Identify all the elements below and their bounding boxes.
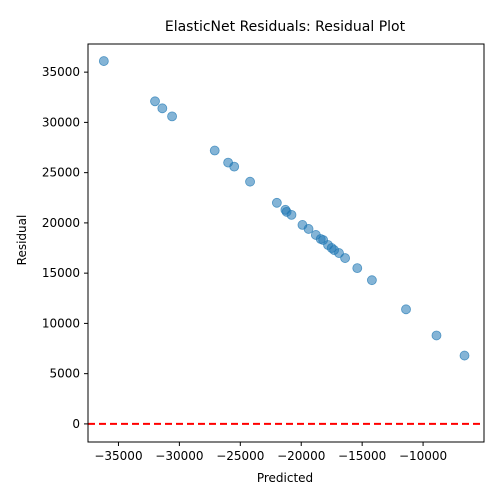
data-point	[246, 177, 255, 186]
plot-frame	[88, 44, 484, 442]
data-point	[460, 351, 469, 360]
data-point	[230, 162, 239, 171]
y-tick-label: 25000	[42, 166, 80, 180]
data-point	[287, 210, 296, 219]
y-tick-label: 20000	[42, 216, 80, 230]
data-point	[367, 276, 376, 285]
data-point	[151, 97, 160, 106]
x-tick-label: −35000	[94, 449, 142, 463]
y-tick-label: 0	[72, 417, 80, 431]
data-point	[168, 112, 177, 121]
x-tick-label: −20000	[277, 449, 325, 463]
y-axis-label: Residual	[15, 215, 29, 266]
chart-title: ElasticNet Residuals: Residual Plot	[165, 19, 406, 35]
x-tick-label: −25000	[216, 449, 264, 463]
y-tick-label: 5000	[49, 367, 80, 381]
x-tick-label: −10000	[399, 449, 447, 463]
x-tick-label: −30000	[155, 449, 203, 463]
y-tick-label: 30000	[42, 115, 80, 129]
data-point	[272, 198, 281, 207]
data-point	[353, 264, 362, 273]
y-tick-label: 35000	[42, 65, 80, 79]
data-point	[99, 57, 108, 66]
plot-area	[88, 57, 484, 424]
y-tick-label: 10000	[42, 316, 80, 330]
data-point	[402, 305, 411, 314]
data-point	[210, 146, 219, 155]
y-tick-label: 15000	[42, 266, 80, 280]
data-point	[341, 254, 350, 263]
x-tick-label: −15000	[338, 449, 386, 463]
data-point	[432, 331, 441, 340]
data-point	[158, 104, 167, 113]
x-axis-label: Predicted	[257, 471, 313, 485]
axis-ticks: −35000 −30000 −25000 −20000 −15000 −10000 0 500…	[42, 65, 447, 463]
data-point	[304, 224, 313, 233]
